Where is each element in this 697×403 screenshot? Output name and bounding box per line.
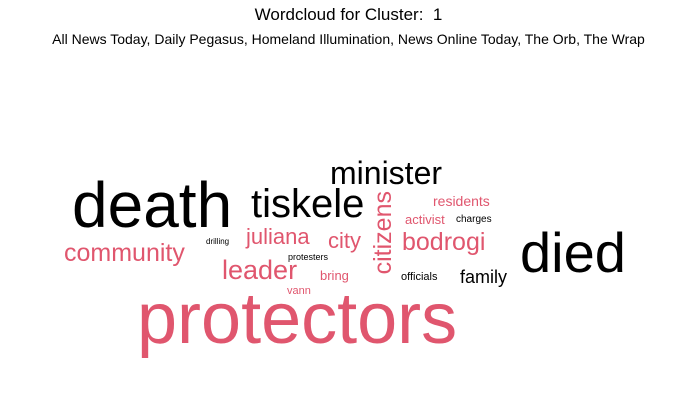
wordcloud-subtitle: All News Today, Daily Pegasus, Homeland …: [52, 31, 645, 47]
word-leader: leader: [222, 255, 298, 285]
word-city: city: [328, 228, 361, 253]
word-activist: activist: [405, 212, 445, 227]
word-drilling: drilling: [206, 237, 230, 246]
word-citizens: citizens: [369, 191, 397, 275]
word-died: died: [520, 221, 626, 284]
word-minister: minister: [330, 155, 443, 191]
word-tiskele: tiskele: [251, 182, 365, 226]
word-residents: residents: [433, 193, 490, 209]
word-officials: officials: [401, 271, 438, 283]
word-bring: bring: [320, 268, 349, 283]
word-protectors: protectors: [137, 279, 458, 359]
word-death: death: [72, 169, 233, 241]
wordcloud-title: Wordcloud for Cluster: 1: [254, 5, 443, 24]
word-protesters: protesters: [288, 252, 329, 262]
word-family: family: [460, 267, 508, 287]
word-bodrogi: bodrogi: [402, 228, 486, 256]
word-community: community: [64, 239, 185, 267]
word-juliana: juliana: [246, 224, 310, 249]
word-vann: vann: [287, 285, 311, 297]
word-charges: charges: [456, 214, 492, 225]
